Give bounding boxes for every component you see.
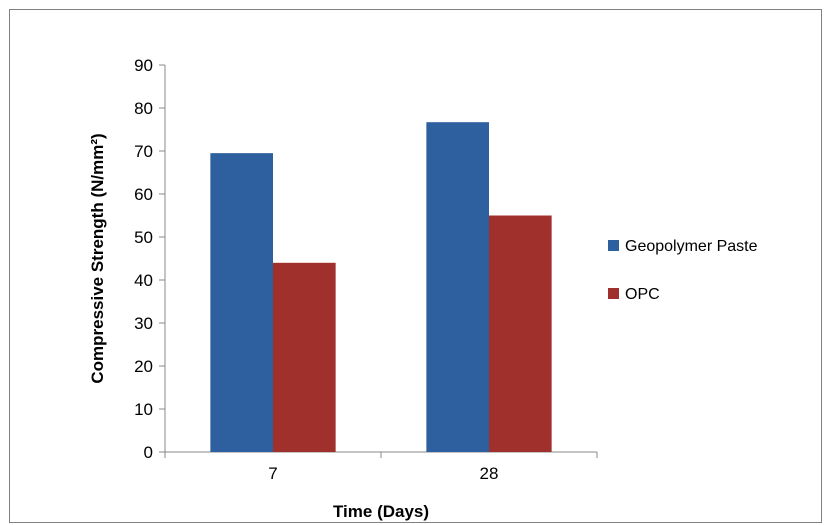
y-tick-label: 40 (134, 271, 153, 290)
y-tick-label: 30 (134, 314, 153, 333)
y-tick-label: 20 (134, 357, 153, 376)
legend: Geopolymer Paste OPC (608, 238, 758, 303)
y-tick-label: 80 (134, 99, 153, 118)
y-tick-label: 90 (134, 56, 153, 75)
x-tick-label: 7 (268, 464, 277, 483)
bar (489, 215, 552, 452)
y-tick-label: 50 (134, 228, 153, 247)
y-tick-label: 10 (134, 400, 153, 419)
x-tick-label: 28 (480, 464, 499, 483)
bars (210, 122, 552, 452)
bar (426, 122, 489, 452)
y-tick-label: 0 (144, 443, 153, 462)
y-tick-labels: 0 10 20 30 40 50 60 70 80 90 (134, 56, 153, 462)
bar (210, 153, 273, 452)
legend-swatch (608, 240, 619, 251)
x-axis-title: Time (Days) (333, 502, 429, 521)
y-tick-label: 60 (134, 185, 153, 204)
chart-frame (9, 9, 822, 523)
legend-label: Geopolymer Paste (625, 238, 758, 255)
bar (273, 262, 336, 452)
legend-label: OPC (625, 286, 660, 303)
legend-swatch (608, 288, 619, 299)
y-tick-label: 70 (134, 142, 153, 161)
y-axis-title: Compressive Strength (N/mm²) (88, 133, 107, 383)
x-tick-labels: 7 28 (268, 464, 498, 483)
